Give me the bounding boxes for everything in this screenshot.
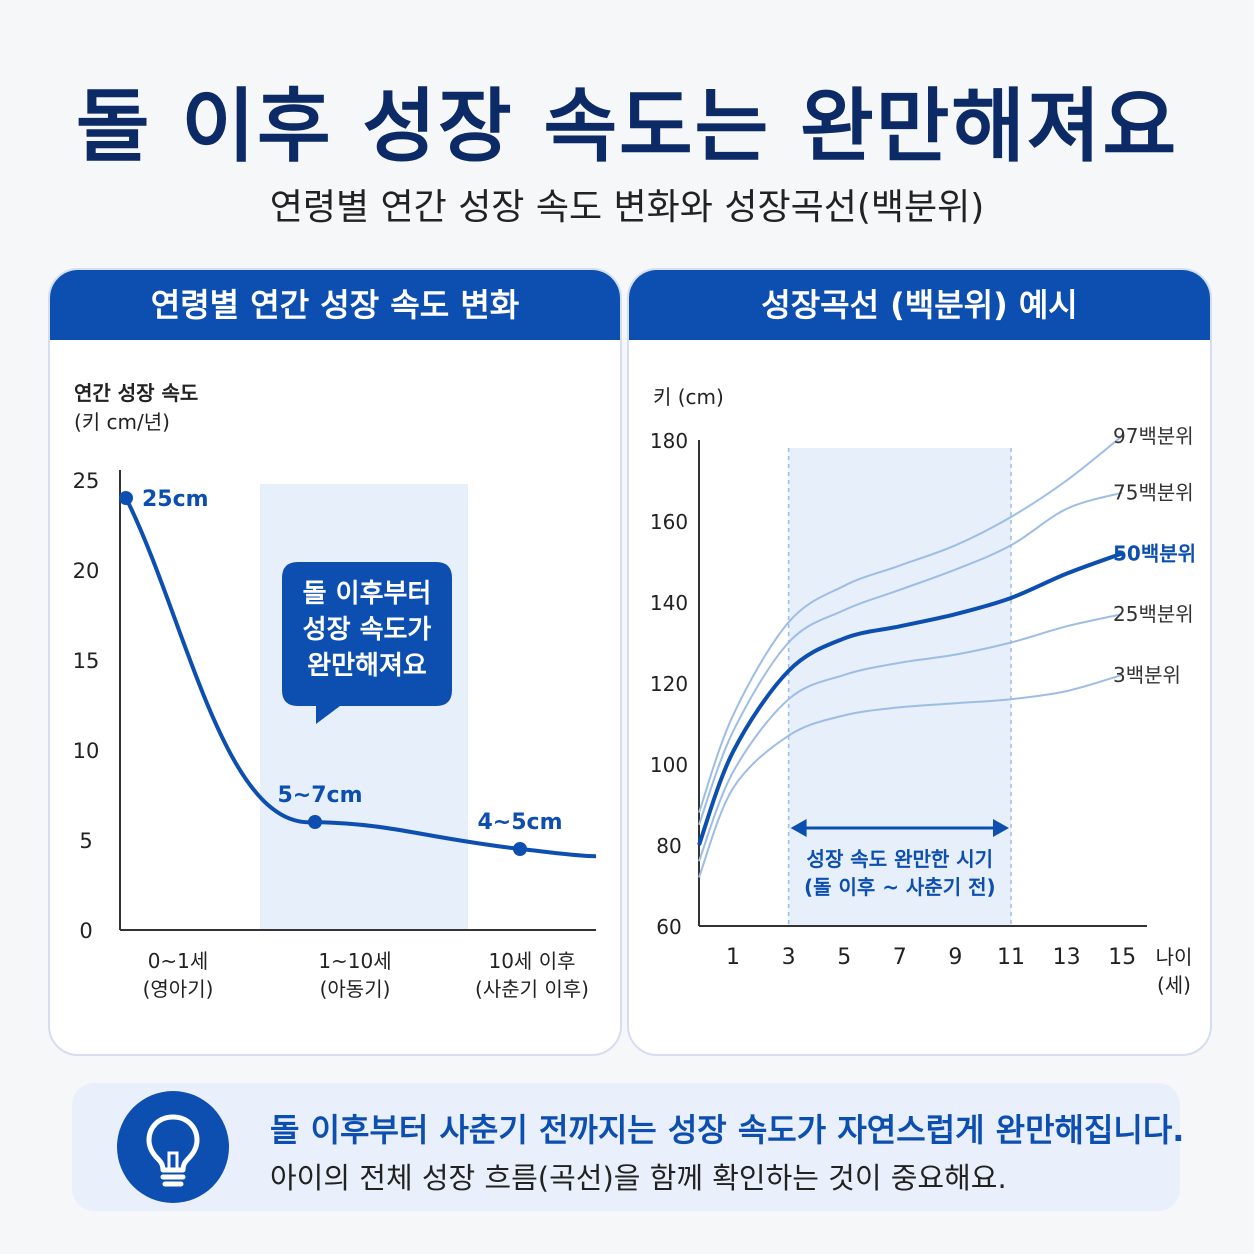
x-axis-label-line2: (세) (1157, 973, 1191, 997)
tip-box: 돌 이후부터 사춘기 전까지는 성장 속도가 자연스럽게 완만해집니다. 아이의… (72, 1083, 1184, 1211)
x-category-label: 10세 이후 (488, 949, 575, 973)
x-tick-label: 3 (782, 945, 796, 970)
x-tick-label: 11 (997, 945, 1025, 970)
percentile-curve (698, 673, 1123, 878)
x-category-sublabel: (사춘기 이후) (475, 977, 589, 1001)
callout-bubble (282, 562, 452, 724)
data-label: 4~5cm (477, 810, 562, 835)
percentile-label: 75백분위 (1113, 481, 1194, 505)
band-label-line1: 성장 속도 완만한 시기 (807, 847, 994, 871)
growth-curve-panel: 성장곡선 (백분위) 예시 키 (cm) 나이 (세) 60 80 100 120 14… (627, 268, 1212, 1056)
y-tick-label: 25 (73, 469, 100, 493)
y-axis-label-line2: (키 cm/년) (74, 410, 170, 434)
growth-velocity-chart: 연간 성장 속도 (키 cm/년) 0 5 10 15 20 25 0~1세 (영아기) 1~… (73, 381, 597, 1001)
childhood-highlight-band (260, 484, 468, 930)
growth-curve-header: 성장곡선 (백분위) 예시 (629, 270, 1210, 340)
tip-sub-text: 아이의 전체 성장 흐름(곡선)을 함께 확인하는 것이 중요해요. (270, 1161, 1007, 1195)
growth-velocity-panel: 연령별 연간 성장 속도 변화 연간 성장 속도 (키 cm/년) 0 5 10 15… (48, 268, 622, 1056)
percentile-label: 25백분위 (1113, 602, 1194, 626)
callout-line-1: 돌 이후부터 (303, 579, 432, 609)
lightbulb-icon (117, 1091, 229, 1203)
percentile-label: 97백분위 (1113, 424, 1194, 448)
percentile-curve (697, 551, 1123, 846)
y-tick-label: 120 (650, 672, 688, 696)
page-subtitle: 연령별 연간 성장 속도 변화와 성장곡선(백분위) (269, 187, 985, 228)
percentile-curve (698, 613, 1123, 862)
gradual-growth-band (788, 448, 1011, 926)
x-category-label: 0~1세 (148, 949, 209, 973)
percentile-curve (698, 435, 1123, 813)
x-axis-label-line1: 나이 (1156, 945, 1193, 969)
x-tick-label: 15 (1108, 945, 1136, 970)
y-tick-label: 60 (656, 915, 681, 939)
y-tick-label: 20 (73, 559, 100, 583)
data-label: 25cm (142, 487, 209, 512)
data-label: 5~7cm (277, 783, 362, 808)
page-title: 돌 이후 성장 속도는 완만해져요 (75, 80, 1179, 173)
percentile-curve (698, 491, 1123, 826)
y-tick-label: 160 (650, 510, 688, 534)
y-tick-label: 0 (79, 919, 92, 943)
y-tick-label: 180 (650, 429, 688, 453)
callout-line-2: 성장 속도가 (303, 615, 432, 645)
x-tick-label: 1 (726, 945, 740, 970)
y-tick-label: 140 (650, 591, 688, 615)
percentile-label: 50백분위 (1113, 541, 1196, 565)
x-category-label: 1~10세 (318, 949, 391, 973)
y-axis-label-line1: 연간 성장 속도 (74, 381, 198, 405)
data-point (308, 815, 322, 829)
x-tick-label: 5 (837, 945, 851, 970)
tip-main-text: 돌 이후부터 사춘기 전까지는 성장 속도가 자연스럽게 완만해집니다. (270, 1111, 1185, 1149)
y-tick-label: 5 (79, 829, 92, 853)
x-category-sublabel: (영아기) (143, 977, 214, 1001)
x-tick-label: 13 (1053, 945, 1081, 970)
y-tick-label: 100 (650, 753, 688, 777)
data-point (119, 491, 133, 505)
y-axis-label: 키 (cm) (653, 385, 724, 409)
band-label-line2: (돌 이후 ~ 사춘기 전) (804, 875, 996, 899)
y-tick-label: 10 (73, 739, 100, 763)
data-point (513, 842, 527, 856)
y-tick-label: 80 (656, 834, 681, 858)
x-tick-label: 9 (948, 945, 962, 970)
y-tick-label: 15 (73, 649, 100, 673)
growth-velocity-header: 연령별 연간 성장 속도 변화 (50, 270, 620, 340)
velocity-curve (124, 497, 597, 859)
callout-line-3: 완만해져요 (307, 651, 427, 681)
x-category-sublabel: (아동기) (320, 977, 391, 1001)
x-tick-label: 7 (893, 945, 907, 970)
gradual-period-arrow (790, 819, 1009, 837)
percentile-label: 3백분위 (1113, 663, 1181, 687)
